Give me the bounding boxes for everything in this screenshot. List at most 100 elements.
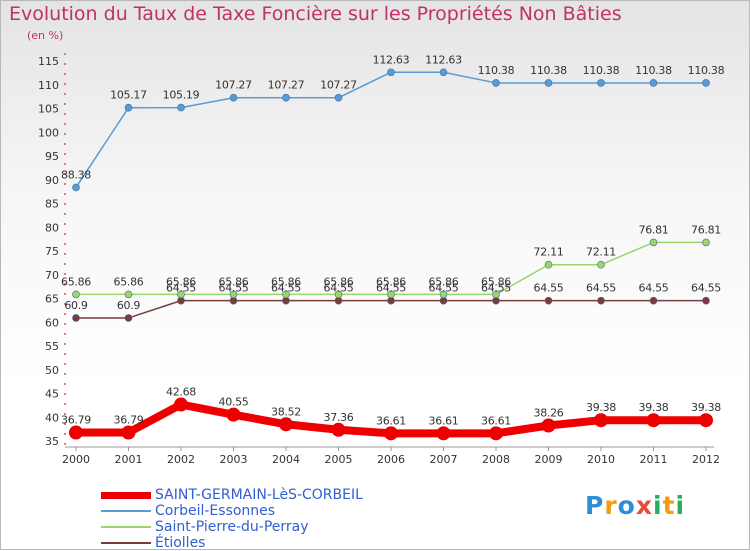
- data-point: [72, 183, 80, 192]
- legend-swatch: [101, 510, 151, 512]
- data-point: [124, 103, 133, 112]
- data-point: [702, 79, 710, 87]
- x-tick-label: 2006: [377, 453, 405, 466]
- x-tick-label: 2001: [115, 453, 143, 466]
- data-label: 65.86: [376, 275, 406, 288]
- data-label: 110.38: [635, 64, 672, 77]
- data-label: 39.38: [639, 401, 669, 414]
- data-point: [649, 238, 658, 247]
- y-tick-label: 70: [45, 269, 59, 282]
- logo-letter: r: [604, 491, 618, 520]
- data-label: 64.55: [376, 282, 406, 295]
- data-point: [646, 413, 661, 428]
- data-point: [387, 68, 395, 77]
- data-point: [702, 238, 710, 247]
- logo-letter: o: [617, 491, 636, 520]
- data-label: 64.55: [324, 282, 354, 295]
- data-point: [439, 68, 448, 77]
- data-label: 36.61: [376, 414, 406, 427]
- data-label: 112.63: [373, 53, 410, 66]
- data-label: 60.9: [64, 299, 88, 312]
- x-tick-label: 2009: [535, 453, 563, 466]
- data-point: [177, 290, 185, 299]
- data-point: [334, 290, 343, 299]
- data-label: 76.81: [639, 223, 669, 236]
- data-point: [544, 260, 553, 269]
- data-label: 42.68: [166, 386, 196, 399]
- x-tick-label: 2012: [692, 453, 720, 466]
- legend-swatch: [101, 491, 151, 499]
- data-label: 36.61: [481, 414, 511, 427]
- logo-letter: i: [675, 491, 686, 520]
- data-label: 64.55: [429, 282, 459, 295]
- data-label: 72.11: [534, 246, 564, 259]
- y-tick-label: 50: [45, 364, 59, 377]
- y-tick-label: 90: [45, 174, 59, 187]
- chart-title: Evolution du Taux de Taxe Foncière sur l…: [9, 3, 622, 25]
- data-point: [597, 260, 605, 269]
- data-label: 37.36: [324, 411, 354, 424]
- y-tick-label: 45: [45, 388, 59, 401]
- data-label: 110.38: [583, 64, 620, 77]
- data-label: 65.86: [481, 275, 511, 288]
- data-point: [702, 296, 710, 305]
- data-labels: 36.79 36.79 42.68 40.55 38.52 37.36 36.61 36.61…: [61, 53, 725, 427]
- y-tick-label: 40: [45, 411, 59, 424]
- data-point: [282, 290, 290, 299]
- data-label: 36.61: [429, 414, 459, 427]
- logo-letter: P: [585, 491, 605, 520]
- data-point: [597, 296, 605, 305]
- x-tick-label: 2010: [587, 453, 615, 466]
- data-label: 110.38: [530, 64, 567, 77]
- data-point: [229, 93, 238, 102]
- y-tick-label: 55: [45, 340, 59, 353]
- data-label: 65.86: [61, 275, 91, 288]
- x-tick-label: 2011: [640, 453, 668, 466]
- series-lines: [69, 68, 713, 441]
- legend-swatch: [101, 542, 151, 544]
- y-tick-label: 100: [38, 126, 59, 139]
- data-label: 64.55: [219, 282, 249, 295]
- data-point: [439, 290, 448, 299]
- legend-label: Saint-Pierre-du-Perray: [155, 519, 309, 535]
- x-tick-label: 2007: [430, 453, 458, 466]
- axes: 35 40 45 50 55 60 65 70 75 80 85 90 95 100 105 110 115 20…: [38, 53, 720, 466]
- data-label: 38.52: [271, 405, 301, 418]
- y-tick-label: 75: [45, 245, 59, 258]
- logo-letter: i: [653, 491, 663, 520]
- data-point: [72, 314, 80, 322]
- data-label: 65.86: [114, 275, 144, 288]
- data-label: 64.55: [639, 282, 669, 295]
- logo-letter: x: [635, 491, 653, 520]
- data-label: 64.55: [586, 282, 616, 295]
- data-point: [229, 290, 238, 299]
- legend-label: SAINT-GERMAIN-LèS-CORBEIL: [155, 487, 363, 503]
- data-point: [387, 290, 395, 299]
- data-label: 88.38: [61, 168, 91, 181]
- y-tick-label: 65: [45, 293, 59, 306]
- data-label: 72.11: [586, 246, 616, 259]
- data-point: [177, 103, 185, 112]
- data-point: [492, 79, 500, 87]
- data-point: [436, 426, 451, 441]
- data-label: 105.17: [110, 89, 147, 102]
- y-tick-label: 105: [38, 103, 59, 116]
- x-tick-label: 2008: [482, 453, 510, 466]
- data-point: [72, 290, 80, 299]
- y-tick-label: 35: [45, 435, 59, 448]
- data-label: 64.55: [271, 282, 301, 295]
- y-tick-label: 60: [45, 316, 59, 329]
- data-label: 110.38: [688, 64, 725, 77]
- data-point: [649, 296, 658, 305]
- data-point: [489, 426, 503, 441]
- data-label: 107.27: [268, 79, 305, 92]
- data-label: 39.38: [586, 401, 616, 414]
- data-label: 107.27: [215, 79, 252, 92]
- data-label: 39.38: [691, 401, 721, 414]
- data-label: 65.86: [166, 275, 196, 288]
- data-label: 40.55: [219, 396, 249, 409]
- y-tick-label: 115: [38, 55, 59, 68]
- data-point: [544, 296, 553, 305]
- data-label: 65.86: [324, 275, 354, 288]
